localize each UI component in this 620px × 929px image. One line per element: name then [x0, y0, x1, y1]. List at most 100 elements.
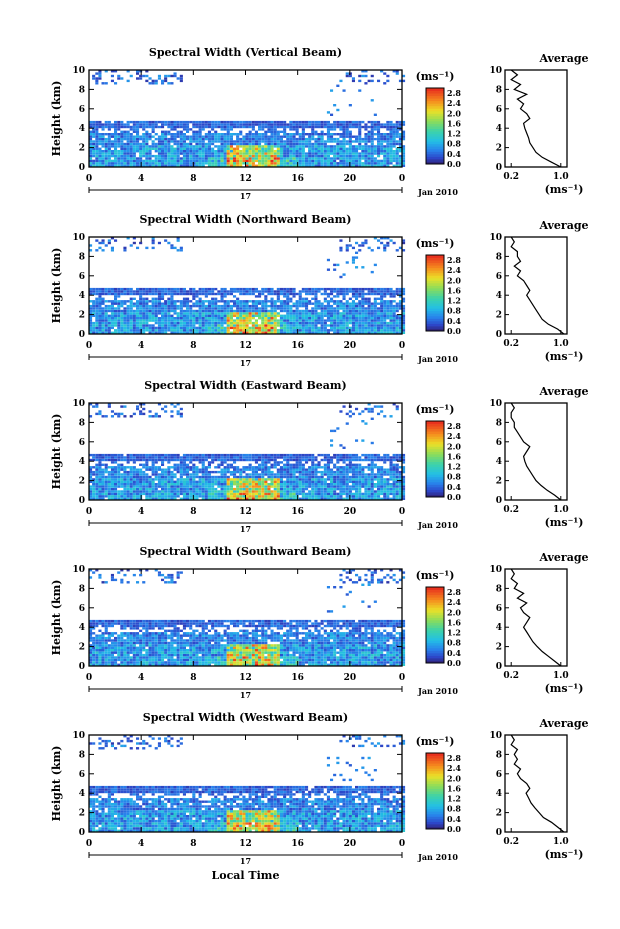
heatmap-cell [261, 152, 265, 155]
heatmap-cell [333, 154, 337, 158]
heatmap-cell [364, 478, 368, 481]
heatmap-cell [104, 487, 108, 491]
heatmap-cell [292, 324, 296, 327]
heatmap-cell [377, 309, 381, 313]
heatmap-cell [320, 154, 324, 158]
heatmap-cell [342, 287, 346, 291]
heatmap-cell [342, 125, 346, 129]
heatmap-cell [157, 468, 161, 471]
heatmap-cell [301, 304, 305, 308]
heatmap-cell [264, 331, 268, 334]
heatmap-cell [104, 331, 108, 334]
heatmap-cell [383, 154, 387, 158]
heatmap-cell [392, 135, 396, 138]
heatmap-cell [92, 321, 96, 325]
heatmap-cell [273, 326, 277, 330]
heatmap-cell [148, 497, 152, 500]
heatmap-cell [211, 331, 215, 334]
heatmap-cell [170, 125, 174, 129]
heatmap-cell [392, 140, 396, 143]
heatmap-cell [226, 475, 230, 479]
heatmap-cell [110, 317, 114, 320]
heatmap-cell [380, 321, 384, 325]
heatmap-cell [386, 142, 390, 146]
heatmap-cell [326, 133, 330, 136]
heatmap-cell [132, 329, 136, 332]
heatmap-cell [236, 123, 240, 126]
heatmap-cell [370, 307, 374, 310]
heatmap-cell [301, 287, 305, 291]
heatmap-cell [98, 475, 102, 479]
heatmap-cell [214, 162, 218, 165]
heatmap-cell [377, 162, 381, 165]
heatmap-cell [342, 128, 346, 131]
heatmap-cell [380, 331, 384, 334]
heatmap-cell [167, 309, 171, 313]
heatmap-cell [264, 142, 268, 146]
heatmap-cell [176, 164, 180, 167]
heatmap-cell [254, 137, 258, 141]
heatmap-cell [305, 483, 309, 486]
heatmap-cell [142, 475, 146, 479]
heatmap-cell [211, 492, 215, 496]
heatmap-cell [326, 478, 330, 481]
heatmap-cell [120, 142, 124, 146]
heatmap-cell [98, 317, 102, 320]
heatmap-cell [264, 307, 268, 310]
heatmap-cell [402, 304, 406, 308]
heatmap-cell [220, 162, 224, 165]
colorbar-unit: (ms⁻¹) [416, 70, 455, 83]
colorbar-segment [426, 290, 444, 294]
heatmap-cell [261, 490, 265, 493]
heatmap-cell [126, 495, 130, 498]
heatmap-cell [298, 321, 302, 325]
heatmap-cell [336, 485, 340, 488]
heatmap-cell [198, 287, 202, 291]
heatmap-cell [267, 128, 271, 131]
heatmap-cell [101, 321, 105, 325]
heatmap-cell [248, 135, 252, 138]
heatmap-cell [211, 120, 215, 124]
heatmap-cell [204, 475, 208, 479]
heatmap-cell [204, 487, 208, 491]
heatmap-cell [142, 324, 146, 327]
heatmap-cell [326, 154, 330, 158]
heatmap-cell [220, 135, 224, 138]
heatmap-cell [123, 490, 127, 493]
heatmap-cell [182, 468, 186, 471]
heatmap-cell [104, 312, 108, 315]
heatmap-cell [164, 495, 168, 498]
heatmap-cell [245, 290, 249, 293]
heatmap-cell [236, 159, 240, 163]
heatmap-cell [348, 147, 352, 150]
heatmap-cell [270, 478, 274, 481]
heatmap-cell [170, 74, 174, 78]
heatmap-cell [355, 329, 359, 332]
heatmap-cell [114, 142, 118, 146]
heatmap-cell [239, 319, 243, 322]
heatmap-cell [154, 468, 158, 471]
heatmap-cell [289, 292, 293, 296]
heatmap-cell [380, 145, 384, 148]
heatmap-cell [89, 317, 93, 320]
heatmap-cell [320, 480, 324, 483]
heatmap-cell [301, 302, 305, 305]
heatmap-cell [236, 152, 240, 155]
heatmap-cell [345, 490, 349, 493]
heatmap-cell [279, 130, 283, 133]
heatmap-cell [377, 485, 381, 488]
heatmap-cell [398, 475, 402, 479]
heatmap-cell [377, 128, 381, 131]
heatmap-cell [182, 133, 186, 136]
heatmap-cell [95, 302, 99, 305]
heatmap-cell [173, 164, 177, 167]
heatmap-cell [136, 135, 140, 138]
heatmap-cell [386, 164, 390, 167]
heatmap-cell [339, 147, 343, 150]
heatmap-cell [295, 480, 299, 483]
heatmap-cell [195, 485, 199, 488]
heatmap-cell [336, 287, 340, 291]
heatmap-cell [314, 123, 318, 126]
heatmap-cell [95, 154, 99, 158]
heatmap-cell [351, 290, 355, 293]
